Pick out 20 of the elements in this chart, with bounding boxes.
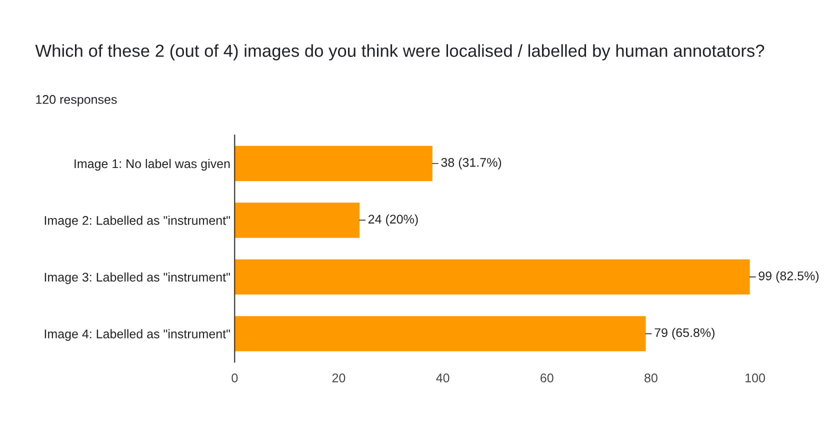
data-label: 24 (20%): [368, 214, 418, 226]
x-tick-label: 80: [644, 374, 658, 382]
x-tick-label: 100: [746, 374, 765, 382]
x-tick-label: 0: [232, 374, 238, 382]
y-tick-label: Image 2: Labelled as "instrument": [44, 216, 230, 228]
bar: [234, 259, 750, 295]
bar: [234, 202, 360, 238]
y-tick-label: Image 3: Labelled as "instrument": [44, 272, 230, 284]
x-tick-label: 40: [436, 374, 450, 382]
data-label: 79 (65.8%): [654, 328, 714, 340]
y-tick-label: Image 4: Labelled as "instrument": [44, 329, 230, 341]
bar: [234, 316, 646, 352]
y-tick-label: Image 1: No label was given: [74, 158, 230, 171]
chart-title: Which of these 2 (out of 4) images do you think were localised / labelled by human annotators?: [35, 44, 764, 60]
x-tick-label: 20: [332, 374, 346, 382]
bar: [234, 146, 432, 182]
text: 120 responses: [36, 95, 117, 106]
data-label: 99 (82.5%): [758, 271, 819, 283]
x-tick-label: 60: [540, 374, 554, 382]
data-label: 38 (31.7%): [441, 158, 502, 170]
